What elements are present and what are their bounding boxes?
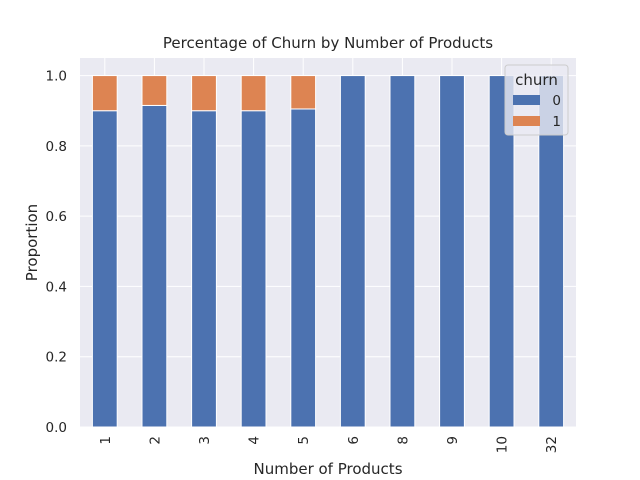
x-axis-label: Number of Products — [253, 460, 402, 478]
bar-5-churn-1 — [290, 75, 317, 110]
y-tick-label: 0.8 — [46, 139, 67, 155]
bar-1-churn-1 — [91, 75, 118, 112]
bar-4-churn-1 — [240, 75, 267, 112]
x-tick-label: 6 — [346, 436, 362, 445]
x-tick-label: 9 — [445, 436, 461, 445]
x-tick-label: 3 — [197, 436, 213, 445]
x-tick-label: 10 — [495, 436, 511, 453]
bar-2-churn-1 — [141, 75, 168, 106]
legend-swatch-1 — [513, 116, 540, 126]
legend-swatch-0 — [513, 95, 540, 105]
legend: churn 01 — [504, 64, 569, 136]
legend-items: 01 — [513, 93, 561, 130]
x-ticks: 1 2 3 4 5 6 8 9 10 32 — [98, 436, 560, 453]
y-tick-label: 0.0 — [46, 420, 67, 436]
bar-1-churn-0 — [91, 110, 118, 428]
bar-9-churn-0 — [439, 75, 465, 428]
y-tick-label: 0.2 — [46, 350, 67, 366]
bar-4-churn-0 — [240, 110, 267, 428]
bars — [91, 75, 565, 428]
y-axis-label: Proportion — [23, 204, 41, 281]
bar-5-churn-0 — [290, 108, 317, 428]
y-tick-label: 1.0 — [46, 69, 67, 85]
x-tick-label: 32 — [544, 436, 560, 453]
legend-title: churn — [515, 71, 558, 89]
chart-title: Percentage of Churn by Number of Product… — [163, 34, 493, 52]
legend-label-1: 1 — [552, 114, 561, 130]
x-tick-label: 5 — [296, 436, 312, 445]
y-tick-label: 0.4 — [46, 279, 67, 295]
y-tick-label: 0.6 — [46, 209, 67, 225]
x-tick-label: 4 — [247, 436, 263, 445]
legend-label-0: 0 — [552, 93, 561, 109]
bar-2-churn-0 — [141, 104, 168, 428]
x-tick-label: 1 — [98, 436, 114, 445]
bar-6-churn-0 — [339, 75, 366, 428]
x-tick-label: 8 — [395, 436, 411, 445]
bar-3-churn-1 — [191, 75, 217, 112]
x-tick-label: 2 — [147, 436, 163, 445]
bar-8-churn-0 — [389, 75, 416, 428]
bar-3-churn-0 — [191, 110, 217, 428]
y-ticks: 0.0 0.2 0.4 0.6 0.8 1.0 — [46, 69, 67, 436]
